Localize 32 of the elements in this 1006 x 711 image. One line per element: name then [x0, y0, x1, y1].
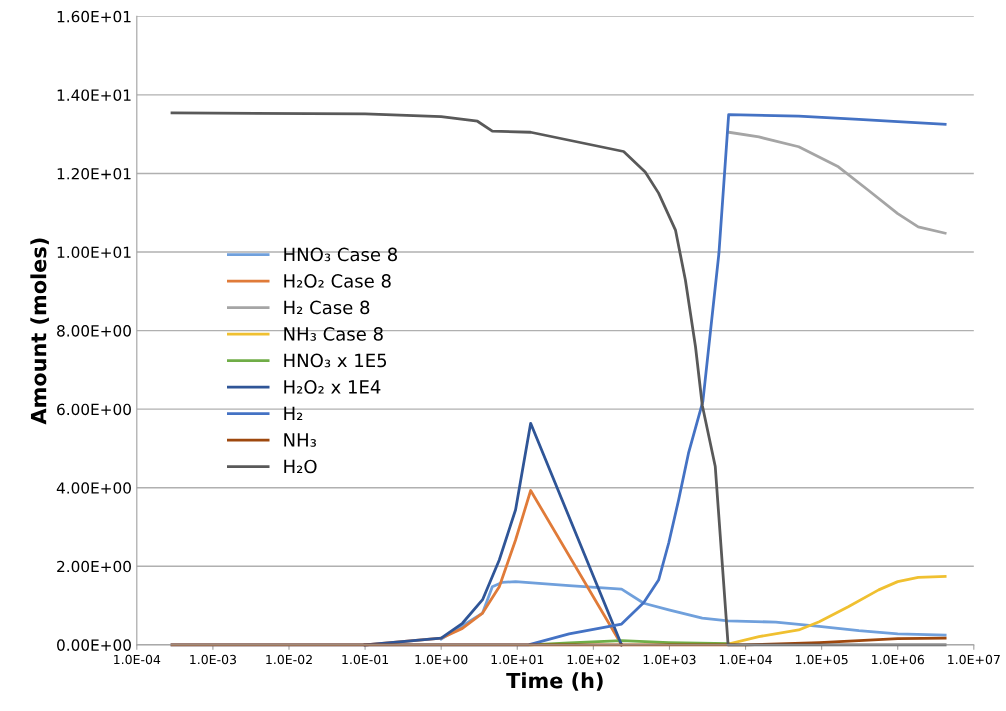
x-tick-label: 1.0E+01 — [491, 654, 544, 665]
x-tick-label: 1.0E-01 — [342, 654, 389, 665]
x-axis-title: Time (h) — [506, 672, 603, 691]
legend-label: H₂O — [284, 459, 317, 474]
legend-label: H₂O₂ Case 8 — [284, 274, 391, 288]
x-tick-label: 1.0E+00 — [415, 654, 468, 665]
x-tick-label: 1.0E-02 — [266, 654, 312, 665]
legend-label: H₂ — [284, 406, 303, 421]
x-tick-label: 1.0E-03 — [190, 654, 236, 665]
x-tick-label: 1.0E+06 — [872, 654, 925, 665]
y-tick-label: 1.60E+01 — [57, 10, 131, 23]
y-tick-label: 1.40E+01 — [57, 89, 131, 101]
x-tick-label: 1.0E+05 — [795, 654, 848, 665]
legend-label: NH₃ Case 8 — [284, 327, 383, 341]
y-tick-label: 6.00E+00 — [57, 403, 131, 416]
legend-label: H₂O₂ x 1E4 — [284, 380, 381, 394]
x-tick-label: 1.0E+04 — [719, 654, 772, 665]
legend-label: HNO₃ Case 8 — [284, 247, 398, 262]
x-tick-label: 1.0E+07 — [948, 654, 1000, 665]
legend-label: HNO₃ x 1E5 — [284, 353, 387, 368]
legend-label: NH₃ — [284, 433, 316, 447]
x-tick-label: 1.0E+03 — [643, 654, 696, 665]
y-tick-label: 1.20E+01 — [57, 167, 131, 180]
x-tick-label: 1.0E-04 — [114, 654, 161, 665]
y-tick-label: 1.00E+01 — [57, 246, 131, 259]
y-tick-label: 8.00E+00 — [57, 325, 131, 337]
y-axis-title: Amount (moles) — [30, 238, 49, 425]
y-tick-label: 0.00E+00 — [57, 639, 131, 651]
legend-label: H₂ Case 8 — [284, 300, 370, 315]
y-tick-label: 2.00E+00 — [57, 560, 131, 573]
x-tick-label: 1.0E+02 — [567, 654, 620, 665]
y-tick-label: 4.00E+00 — [56, 482, 131, 494]
